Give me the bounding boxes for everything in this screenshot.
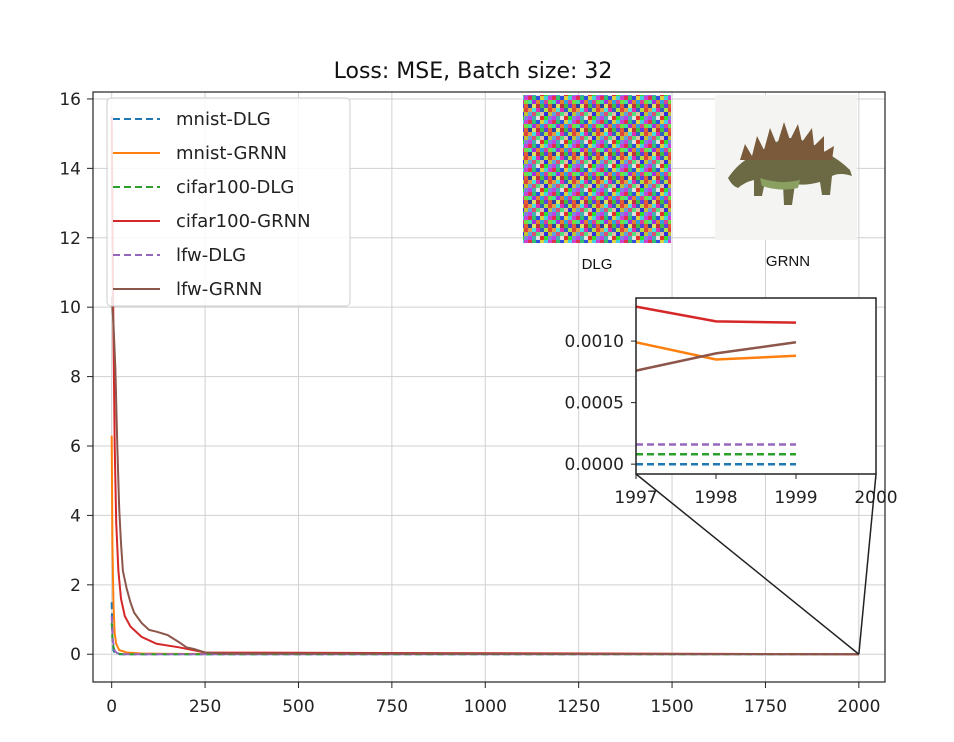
inset-y-tick-label: 0.0000 xyxy=(565,455,624,475)
x-tick-label: 750 xyxy=(376,697,408,717)
main-series xyxy=(110,116,859,656)
inset-series-lfw-GRNN xyxy=(635,341,797,372)
y-tick-label: 12 xyxy=(59,229,81,249)
main-ticks: 0 250 500 750 1000 1250 1500 1750 2000 0 2 4 6 8 10 12 1… xyxy=(59,90,880,717)
zoom-connector xyxy=(635,473,860,655)
y-tick-label: 0 xyxy=(70,645,81,665)
x-tick-label: 1750 xyxy=(744,697,787,717)
y-tick-label: 14 xyxy=(59,159,81,179)
x-tick-label: 0 xyxy=(106,697,117,717)
inset-x-tick-label: 1998 xyxy=(694,488,737,508)
legend-label: lfw-DLG xyxy=(176,245,246,266)
grnn-reconstruction-image xyxy=(715,95,857,240)
y-tick-label: 10 xyxy=(59,298,81,318)
x-tick-label: 250 xyxy=(189,697,221,717)
legend-label: cifar100-DLG xyxy=(176,177,294,198)
inset-x-tick-label: 2000 xyxy=(854,488,897,508)
series-line-lfw-GRNN xyxy=(110,296,859,656)
inset-y-tick-label: 0.0005 xyxy=(565,394,624,414)
inset-y-tick-label: 0.0010 xyxy=(565,332,624,352)
x-tick-label: 2000 xyxy=(837,697,880,717)
inset-x-tick-label: 1999 xyxy=(774,488,817,508)
y-tick-label: 16 xyxy=(59,90,81,110)
legend-label: mnist-DLG xyxy=(176,109,271,130)
zoom-connector xyxy=(858,473,877,655)
y-tick-label: 4 xyxy=(70,506,81,526)
legend-label: lfw-GRNN xyxy=(176,279,262,300)
dlg-image-caption: DLG xyxy=(582,256,613,273)
series-line-cifar100-GRNN xyxy=(110,116,859,656)
inset-series-mnist-GRNN xyxy=(635,341,797,361)
y-tick-label: 2 xyxy=(70,576,81,596)
inset-zoom: 1997 1998 1999 2000 0.0000 0.0005 0.0010 xyxy=(565,297,898,508)
x-tick-label: 1000 xyxy=(464,697,507,717)
x-tick-label: 500 xyxy=(282,697,314,717)
x-tick-label: 1250 xyxy=(557,697,600,717)
dlg-reconstruction-image xyxy=(523,95,671,243)
legend-label: mnist-GRNN xyxy=(176,143,287,164)
legend: mnist-DLG mnist-GRNN cifar100-DLG cifar100-… xyxy=(106,97,351,307)
inset-series-cifar100-GRNN xyxy=(635,305,797,324)
chart-title: Loss: MSE, Batch size: 32 xyxy=(334,59,613,84)
y-tick-label: 8 xyxy=(70,368,81,388)
x-tick-label: 1500 xyxy=(650,697,693,717)
grnn-image-caption: GRNN xyxy=(766,253,810,270)
legend-label: cifar100-GRNN xyxy=(176,211,311,232)
zoom-connector-lines xyxy=(635,473,877,655)
plot-frame xyxy=(92,91,886,683)
y-tick-label: 6 xyxy=(70,437,81,457)
inset-x-tick-label: 1997 xyxy=(614,488,657,508)
